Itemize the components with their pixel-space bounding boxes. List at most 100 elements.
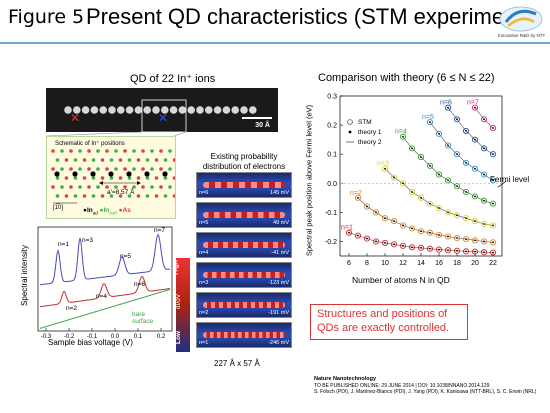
theory-point [420,230,422,233]
probability-n: n=2 [199,310,209,316]
stm-point [444,209,452,216]
theory-point [429,231,431,234]
theory-point [384,242,386,244]
lattice-atom [163,176,168,180]
chart-ytick: -0.2 [325,239,337,246]
stm-point [471,136,479,143]
stm-point [408,244,416,251]
probability-n: n=1 [199,340,209,346]
header-rule [0,42,550,44]
theory-point [492,224,494,227]
lattice-atom [64,158,69,162]
stm-point [480,171,488,178]
stm-point [417,154,425,161]
theory-point [483,118,485,121]
lattice-atom [132,167,136,171]
probability-voltage: -41 mV [271,250,289,256]
probability-row: n=2 -191 mV [196,292,292,318]
lattice-atom [154,176,159,180]
stm-point [453,183,461,190]
stm-atom [99,106,107,114]
direction-label: [1̅0] [53,205,64,211]
stm-point [462,236,470,243]
stm-point [417,228,425,235]
lattice-atom [141,149,145,153]
lattice-atom [163,194,168,198]
series-label: n=5 [422,114,434,121]
chart-ytick: 0.1 [327,152,337,159]
stm-point [399,133,407,140]
theory-point [447,179,449,182]
theory-point [483,240,485,243]
theory-point [402,244,404,247]
legend-theory1-icon [348,130,352,134]
lattice-atom [168,185,172,189]
lattice-atom [141,185,145,189]
stm-point [462,215,470,222]
stm-atom [143,106,151,114]
stm-point [381,165,389,172]
stm-point [471,104,479,111]
stm-point [435,171,443,178]
logo-tagline: Innovative R&D by NTT [498,33,546,38]
fermi-arrow [497,180,507,188]
lattice-atom [78,185,82,189]
lattice-constant: a′=8.57 Å [107,189,135,196]
colorbar-high: High [172,260,180,275]
stm-point [444,177,452,184]
stm-point [372,209,380,216]
probability-row: n=4 -41 mV [196,232,292,258]
theory-point [420,246,422,249]
red-cross-icon: ✕ [70,111,80,125]
schematic-panel: Schematic of In⁺ positions a′=8.57 Å [1̅… [46,136,176,219]
theory-point [465,217,467,220]
theory-point [465,162,467,164]
lattice-atom [55,194,60,198]
lattice-atom [123,185,127,189]
theory-point [402,182,404,185]
citation-line2: S. Fölsch (PDI), J. Martínez-Blanco (PDI… [314,389,537,395]
lattice-atom [55,158,60,162]
theory-point [429,164,431,167]
dIdV-colorbar: High dI/dV Low [172,258,190,352]
in-ad-atom [144,171,150,177]
as-dot-icon: ● [118,207,123,214]
theory-point [456,153,458,156]
in-ad-atom [108,171,114,177]
lattice-atom [87,185,91,189]
theory-point [474,167,476,170]
stm-point [453,212,461,219]
stm-atom [222,106,231,114]
spectra-xtick: 0.2 [157,334,166,340]
stm-point [480,249,488,256]
spectra-xtick: -0.1 [87,334,98,340]
chart-ytick: 0.0 [327,181,337,188]
stm-point [363,235,371,242]
series-label: n=4 [395,129,407,136]
lattice-atom [55,176,60,180]
figure-number: Figure 5 [8,6,85,28]
stm-point [372,238,380,245]
chart-xtick: 20 [471,260,479,267]
journal-name: Nature Nanotechnology [314,376,377,382]
probability-row: n=5 49 mV [196,202,292,228]
lattice-atom [60,167,64,171]
bare-surface-label: bare surface [132,311,154,325]
lattice-atom [127,176,132,180]
lattice-atom [60,185,64,189]
probability-row: n=3 -123 mV [196,262,292,288]
chart-xtick: 6 [347,260,351,267]
lattice-atom [51,185,55,189]
theory-point [429,202,431,205]
lattice-atom [150,167,154,171]
probability-n: n=3 [199,280,209,286]
stm-atom [117,106,125,114]
chart-ytick: 0.3 [327,94,337,101]
stm-point [453,234,461,242]
stm-point [471,193,479,200]
stm-point [390,241,398,248]
theory-point [483,147,485,150]
theory-point [492,251,494,254]
probability-n: n=5 [199,220,209,226]
stm-point [471,237,479,244]
